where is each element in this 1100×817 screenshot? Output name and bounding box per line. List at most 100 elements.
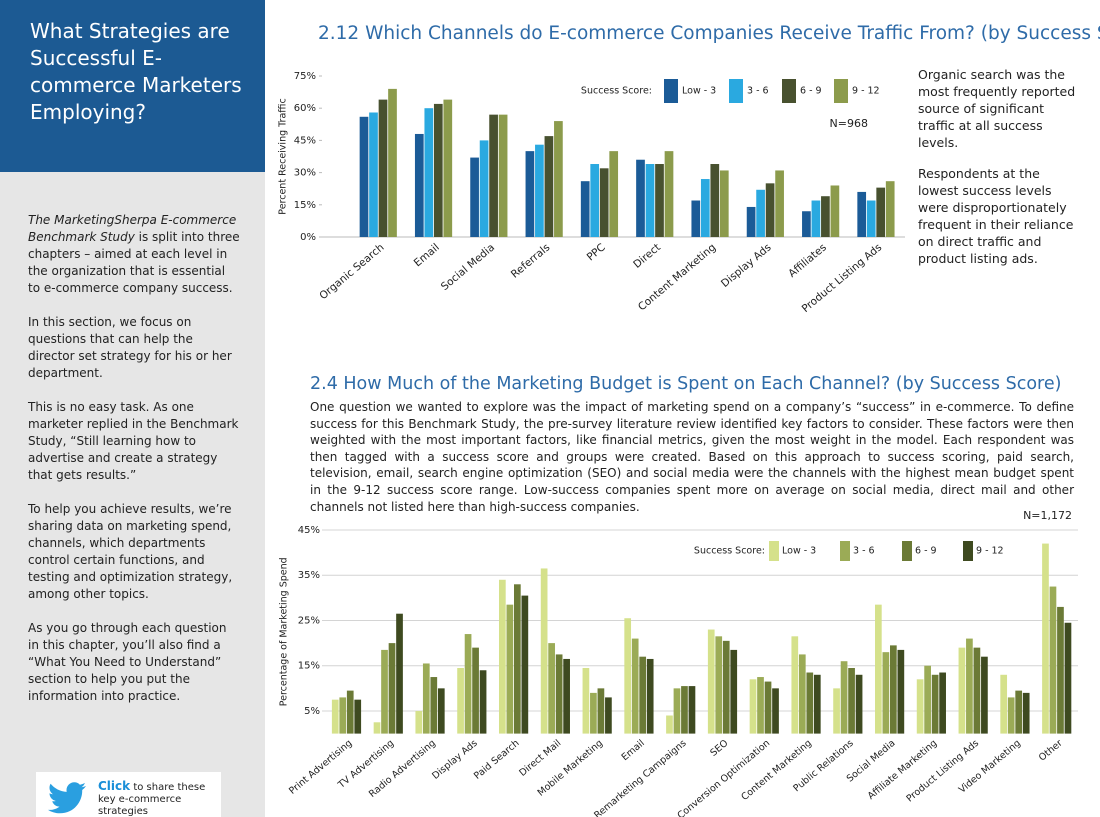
bar [1000, 674, 1008, 734]
bar [746, 206, 756, 237]
bar [710, 164, 720, 237]
bar [756, 189, 765, 237]
sidebar: What Strategies are Successful E-commerc… [0, 0, 265, 817]
bar [719, 170, 729, 237]
note: Respondents at the lowest success levels… [918, 166, 1074, 266]
bar [765, 183, 775, 237]
bar [1022, 692, 1030, 734]
legend-label: Low - 3 [782, 546, 816, 557]
bar [525, 151, 535, 237]
bar [415, 710, 423, 734]
share-caption: to share these key e-commerce strategies [98, 782, 206, 817]
bar [396, 613, 403, 734]
x-tick-label: Content Marketing [739, 738, 814, 803]
legend-label: 3 - 6 [853, 546, 875, 557]
bar [688, 686, 696, 734]
x-tick-label: Other [1037, 738, 1065, 764]
bar [1057, 606, 1064, 734]
bar [521, 595, 529, 734]
x-tick-label: Email [412, 241, 442, 269]
bar [924, 665, 931, 734]
legend-title: Success Score: [581, 86, 652, 97]
bar [764, 681, 772, 734]
bar [833, 688, 840, 734]
annotation: N=968 [830, 117, 868, 130]
x-tick-label: SEO [708, 738, 730, 759]
bar [664, 151, 674, 237]
bar [791, 636, 799, 734]
bar [597, 688, 605, 734]
x-tick-label: Product Listing Ads [905, 738, 982, 805]
y-tick-label: 0% [300, 232, 316, 243]
annotation: N=1,172 [1023, 509, 1072, 522]
bar [548, 643, 555, 734]
bar [707, 629, 715, 734]
y-tick-label: 75% [294, 71, 316, 82]
bar [958, 647, 966, 734]
share-text: Click to share these key e-commerce stra… [98, 780, 216, 817]
y-tick-label: 5% [304, 706, 320, 717]
bar [479, 670, 487, 734]
bar [857, 191, 867, 237]
bar [489, 114, 498, 237]
legend-swatch [963, 541, 973, 561]
bar [609, 151, 619, 237]
bar [639, 656, 647, 734]
bar [798, 654, 806, 734]
y-tick-label: 60% [294, 103, 316, 114]
bar [882, 652, 890, 734]
bar [373, 722, 381, 734]
bar [479, 140, 489, 237]
legend-swatch [834, 79, 848, 103]
bar [897, 649, 905, 734]
bar [973, 647, 981, 734]
bar [885, 181, 895, 237]
legend-label: 9 - 12 [852, 86, 880, 97]
y-tick-label: 15% [298, 661, 320, 672]
bar [605, 697, 612, 734]
bar [359, 116, 369, 237]
bar [757, 677, 764, 734]
charts: 2.12 Which Channels do E-commerce Compan… [278, 23, 1100, 817]
x-tick-label: Paid Search [472, 738, 522, 782]
bar [715, 636, 723, 734]
bar [666, 715, 673, 734]
bar [430, 677, 438, 734]
share-link[interactable]: Click [98, 779, 131, 793]
chart-layer: 2.12 Which Channels do E-commerce Compan… [278, 23, 1100, 817]
bar [631, 638, 639, 734]
bar [855, 674, 863, 734]
share-box[interactable]: Click to share these key e-commerce stra… [36, 772, 221, 817]
bar [388, 88, 397, 237]
bar [369, 112, 378, 237]
bar [691, 200, 701, 237]
bar [1064, 622, 1072, 734]
chart-title: 2.4 How Much of the Marketing Budget is … [310, 374, 1061, 394]
bar [1042, 543, 1049, 734]
bar [722, 640, 730, 734]
bar [813, 674, 821, 734]
bar [422, 663, 430, 734]
x-tick-label: PPC [585, 241, 608, 263]
bar [472, 647, 479, 734]
bar [590, 164, 600, 237]
legend-label: 6 - 9 [915, 546, 937, 557]
bar [749, 679, 757, 734]
legend-label: 3 - 6 [747, 86, 769, 97]
y-tick-label: 30% [294, 168, 316, 179]
bar [414, 133, 424, 237]
x-tick-label: Display Ads [719, 241, 774, 290]
note: Organic search was the most frequently r… [918, 67, 1076, 150]
bar [378, 99, 388, 237]
bar [443, 99, 453, 237]
bar [580, 181, 590, 237]
bar [830, 185, 840, 237]
y-tick-label: 25% [298, 615, 320, 626]
bar [1007, 697, 1015, 734]
x-tick-label: Affiliates [786, 241, 829, 280]
bar [840, 661, 848, 734]
bar [916, 679, 924, 734]
bar [636, 159, 645, 237]
legend-swatch [902, 541, 912, 561]
